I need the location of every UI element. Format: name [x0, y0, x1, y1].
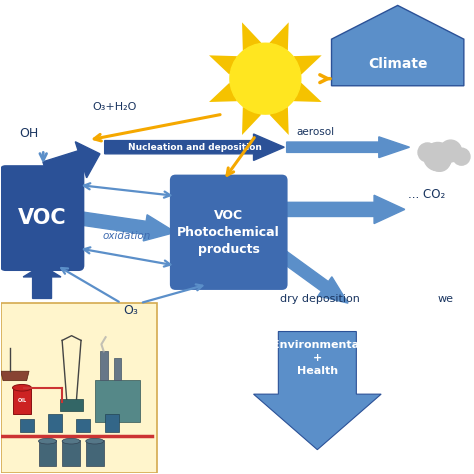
Text: OIL: OIL: [18, 399, 27, 403]
Circle shape: [429, 151, 450, 171]
FancyArrow shape: [278, 250, 348, 303]
FancyBboxPatch shape: [0, 303, 156, 474]
Text: aerosol: aerosol: [296, 127, 334, 137]
Polygon shape: [0, 371, 29, 381]
Polygon shape: [209, 55, 237, 74]
Polygon shape: [331, 5, 464, 86]
Polygon shape: [242, 22, 261, 50]
Ellipse shape: [38, 438, 56, 444]
Ellipse shape: [86, 438, 104, 444]
FancyArrow shape: [287, 137, 410, 157]
Bar: [38, 440, 56, 466]
Polygon shape: [293, 55, 322, 74]
Text: O₃: O₃: [123, 304, 138, 317]
Text: VOC: VOC: [18, 208, 66, 228]
FancyBboxPatch shape: [0, 165, 84, 271]
Text: Climate: Climate: [368, 57, 428, 71]
Bar: [12, 388, 31, 414]
Text: ... CO₂: ... CO₂: [408, 188, 446, 201]
Bar: [86, 440, 104, 466]
FancyArrow shape: [78, 211, 175, 241]
FancyArrow shape: [43, 142, 100, 180]
Bar: [62, 440, 80, 466]
Circle shape: [424, 143, 452, 171]
Bar: [60, 400, 83, 411]
Bar: [95, 380, 140, 422]
Bar: [48, 414, 62, 432]
Ellipse shape: [12, 384, 31, 391]
Polygon shape: [269, 107, 289, 135]
Bar: [105, 414, 119, 432]
Text: we: we: [438, 294, 454, 304]
FancyArrow shape: [282, 195, 405, 224]
Bar: [19, 419, 34, 432]
Polygon shape: [242, 107, 261, 135]
Text: dry deposition: dry deposition: [280, 294, 359, 304]
Text: oxidation: oxidation: [103, 231, 151, 241]
Polygon shape: [293, 83, 322, 102]
FancyArrow shape: [105, 134, 284, 160]
Text: Environmental
+
Health: Environmental + Health: [272, 340, 363, 376]
Text: OH: OH: [19, 127, 38, 140]
Bar: [114, 358, 121, 380]
Circle shape: [453, 148, 470, 165]
Text: O₃+H₂O: O₃+H₂O: [93, 102, 137, 112]
Polygon shape: [254, 331, 381, 450]
Bar: [100, 351, 108, 380]
Text: Nucleation and deposition: Nucleation and deposition: [128, 143, 261, 152]
Circle shape: [230, 43, 301, 114]
Ellipse shape: [62, 438, 80, 444]
Polygon shape: [269, 22, 289, 50]
Circle shape: [418, 143, 437, 162]
Polygon shape: [209, 83, 237, 102]
FancyBboxPatch shape: [170, 174, 288, 290]
FancyArrow shape: [23, 265, 61, 299]
Text: VOC
Photochemical
products: VOC Photochemical products: [177, 209, 280, 256]
Bar: [76, 419, 91, 432]
Circle shape: [440, 140, 462, 162]
